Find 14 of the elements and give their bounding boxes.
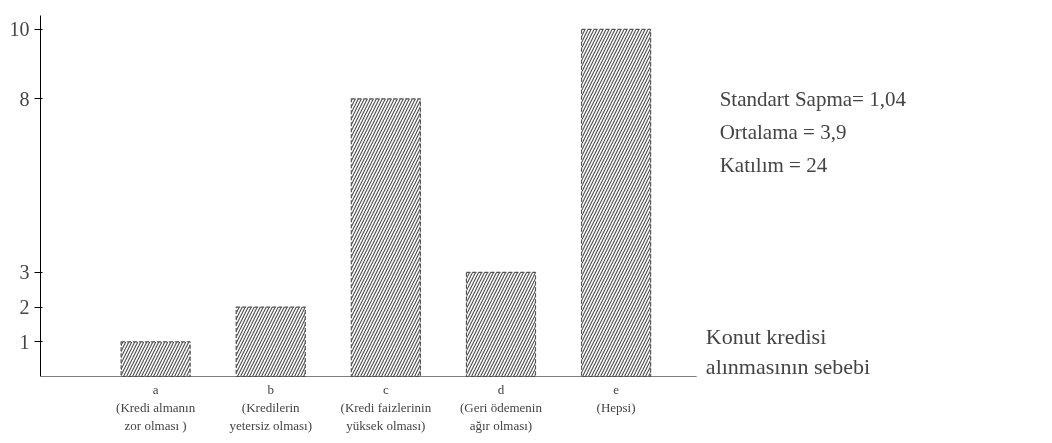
text: Katılım = 24 (719, 152, 828, 177)
x-tick-label: d (Geri ödemenin ağır olması) (459, 381, 543, 433)
x-axis-title: Konut kredisi alınmasının sebebi (705, 324, 871, 380)
y-tick-label: 10 (9, 18, 30, 41)
y-tick-label: 2 (19, 296, 30, 319)
x-tick-label: c (Kredi faizlerinin yüksek olması) (340, 381, 432, 433)
y-tick-label: 3 (19, 261, 30, 284)
x-tick-label: a (Kredi almanın zor olması ) (116, 381, 196, 433)
text: Standart Sapma= 1,04 (719, 86, 907, 111)
x-tick-label: e (Hepsi) (596, 381, 636, 415)
y-tick-label: 1 (19, 330, 30, 353)
x-tick-label: b (Kredilerin yetersiz olması) (229, 381, 313, 433)
y-tick-label: 8 (19, 87, 30, 110)
text: Ortalama = 3,9 (719, 119, 847, 144)
